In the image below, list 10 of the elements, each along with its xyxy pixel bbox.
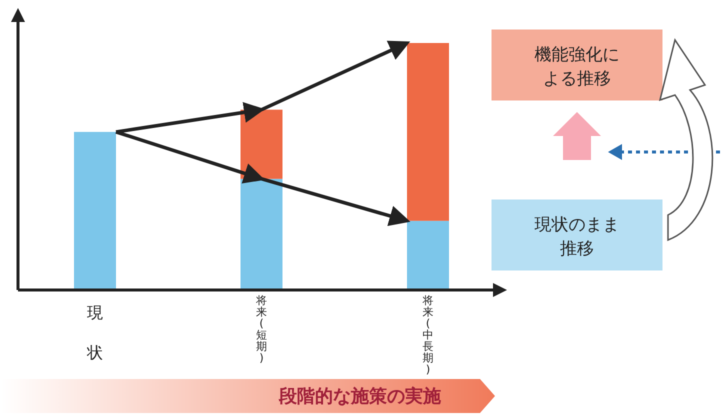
category-label: 現状 <box>87 303 103 362</box>
bar <box>407 220 449 290</box>
bar <box>240 178 282 290</box>
bar <box>407 43 449 221</box>
bar <box>74 132 116 290</box>
x-tick-label: 将来(短期) <box>255 294 267 364</box>
x-tick-label: 将来(中長期) <box>422 294 434 376</box>
text: 機能強化による推移 <box>534 45 620 89</box>
text: 段階的な施策の実施 <box>278 386 441 407</box>
text: 現状のまま推移 <box>534 215 620 259</box>
